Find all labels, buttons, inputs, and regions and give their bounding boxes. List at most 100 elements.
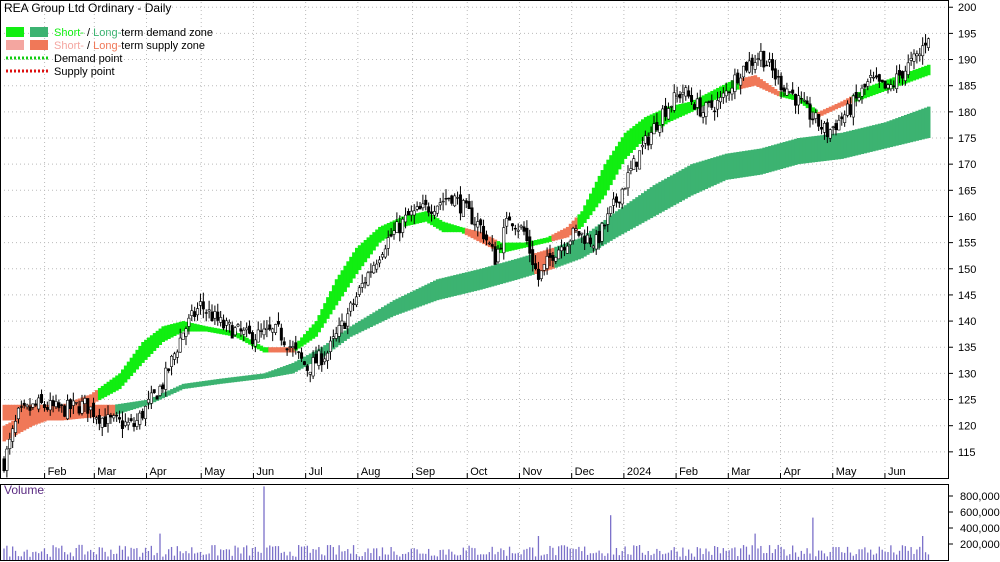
candle-body xyxy=(655,122,659,131)
long-term-zone-segment xyxy=(470,270,475,292)
long-term-zone-segment xyxy=(383,305,388,321)
long-term-zone-segment xyxy=(629,201,633,230)
long-term-zone-segment xyxy=(360,319,365,332)
short-term-zone-segment xyxy=(190,323,194,332)
candle-body xyxy=(724,90,728,97)
long-term-zone-segment xyxy=(152,396,157,403)
long-term-zone-segment xyxy=(883,122,888,149)
candle-body xyxy=(799,97,803,100)
candle-body xyxy=(490,244,494,247)
short-term-zone-segment xyxy=(658,110,662,129)
short-term-zone-segment xyxy=(753,75,758,86)
candle-body xyxy=(120,420,124,429)
candle-body xyxy=(40,394,44,403)
candle-body xyxy=(496,248,500,263)
candle-body xyxy=(612,198,616,206)
long-term-zone-segment xyxy=(797,138,801,165)
candle-body xyxy=(707,101,711,103)
long-term-zone-segment xyxy=(502,262,506,284)
long-term-zone-segment xyxy=(126,402,131,411)
candle-body xyxy=(765,64,769,67)
long-term-zone-segment xyxy=(918,109,922,141)
short-term-zone-segment xyxy=(825,107,830,114)
short-term-zone-segment xyxy=(340,270,345,297)
candle-body xyxy=(25,404,29,408)
short-term-zone-segment xyxy=(843,99,847,106)
candle-body xyxy=(869,75,873,78)
short-term-zone-segment xyxy=(771,87,775,94)
candle-body xyxy=(516,229,520,232)
candle-body xyxy=(100,417,104,428)
short-term-zone-segment xyxy=(563,228,567,239)
candle-body xyxy=(326,352,330,361)
candle-body xyxy=(883,80,887,89)
short-term-zone-segment xyxy=(649,114,654,135)
candle-body xyxy=(863,83,867,88)
candle-body xyxy=(158,385,162,396)
candle-body xyxy=(132,423,136,427)
short-term-zone-segment xyxy=(522,242,527,248)
candle-body xyxy=(305,365,309,371)
short-term-zone-segment xyxy=(262,347,267,353)
short-term-zone-segment xyxy=(207,326,212,333)
short-term-zone-segment xyxy=(678,104,683,118)
long-term-zone-segment xyxy=(716,156,720,184)
long-term-zone-segment xyxy=(167,390,171,396)
long-term-zone-segment xyxy=(225,377,229,384)
long-term-zone-segment xyxy=(632,199,636,228)
long-term-zone-segment xyxy=(190,382,194,388)
candle-body xyxy=(380,254,384,258)
x-tick-label: Jul xyxy=(309,466,323,478)
candle-body xyxy=(146,399,150,404)
long-term-zone-segment xyxy=(274,369,278,377)
long-term-zone-segment xyxy=(641,193,645,223)
candle-body xyxy=(219,317,223,323)
short-term-zone-segment xyxy=(548,235,553,242)
long-term-zone-segment xyxy=(620,207,625,235)
candle-body xyxy=(513,227,517,230)
candle-body xyxy=(898,70,902,76)
short-term-zone-segment xyxy=(461,227,466,234)
short-term-zone-segment xyxy=(583,205,587,223)
y-tick-label: 120 xyxy=(958,421,976,433)
candle-body xyxy=(126,421,130,426)
short-term-zone-segment xyxy=(225,329,229,336)
x-tick-label: Feb xyxy=(48,466,67,478)
legend-label-part: Short- xyxy=(54,40,84,52)
long-term-zone-segment xyxy=(210,379,215,386)
long-term-zone-segment xyxy=(230,377,235,383)
short-term-zone-segment xyxy=(378,226,382,243)
candle-body xyxy=(502,227,506,254)
short-term-zone-segment xyxy=(381,225,385,241)
long-term-zone-segment xyxy=(713,157,717,186)
candle-body xyxy=(60,404,64,406)
long-term-zone-segment xyxy=(747,150,752,177)
short-term-zone-segment xyxy=(22,414,27,431)
candle-body xyxy=(343,322,347,330)
candle-body xyxy=(811,118,815,121)
long-term-zone-segment xyxy=(626,203,631,231)
long-term-zone-segment xyxy=(482,267,486,289)
long-term-zone-segment xyxy=(779,142,784,169)
long-term-zone-segment xyxy=(363,317,368,330)
long-term-zone-segment xyxy=(456,274,460,296)
candle-body xyxy=(276,321,280,325)
candle-body xyxy=(473,223,477,226)
candle-body xyxy=(233,327,237,336)
short-term-zone-segment xyxy=(828,106,833,112)
volume-title: Volume xyxy=(4,483,44,497)
candle-body xyxy=(279,327,283,341)
short-term-zone-segment xyxy=(407,215,411,226)
long-term-zone-segment xyxy=(265,372,269,379)
x-tick-label: Mar xyxy=(731,466,750,478)
legend-label-part: / xyxy=(84,40,93,52)
short-term-zone-segment xyxy=(479,232,483,243)
candle-body xyxy=(846,103,850,116)
y-tick-label: 200 xyxy=(958,2,976,14)
long-term-zone-segment xyxy=(831,133,836,160)
short-term-zone-segment xyxy=(606,159,610,191)
long-term-zone-segment xyxy=(95,404,99,417)
short-term-zone-segment xyxy=(750,75,755,87)
short-term-zone-segment xyxy=(924,65,928,77)
candle-body xyxy=(441,200,445,203)
